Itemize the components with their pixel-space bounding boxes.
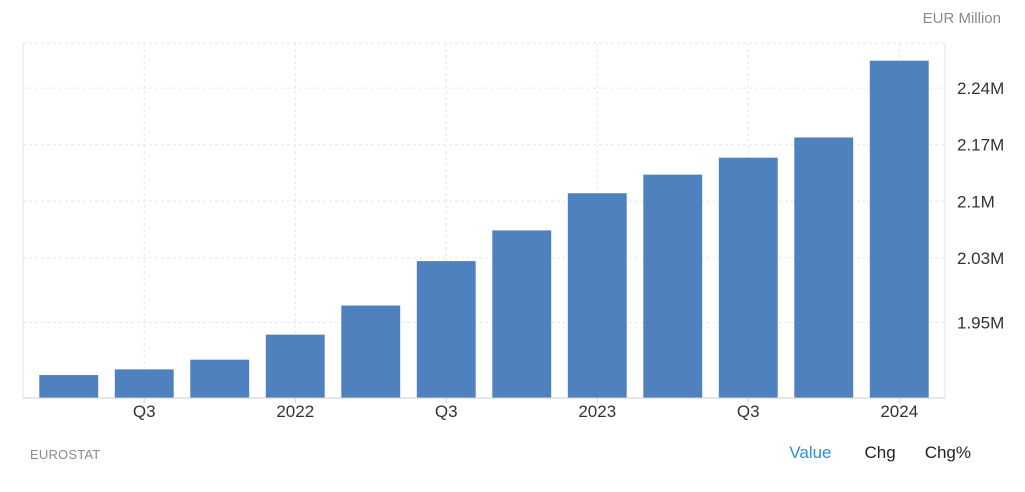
bar[interactable] [114, 369, 174, 398]
bar[interactable] [718, 157, 778, 398]
x-tick-label: Q3 [737, 402, 760, 421]
unit-label: EUR Million [922, 10, 1001, 27]
x-tick-label: 2024 [880, 402, 918, 421]
tab-chg-percent[interactable]: Chg% [924, 443, 971, 462]
bar[interactable] [567, 193, 627, 398]
x-tick-label: Q3 [133, 402, 156, 421]
x-tick-label: 2023 [578, 402, 616, 421]
bar[interactable] [190, 359, 250, 398]
bar[interactable] [643, 174, 703, 398]
bar[interactable] [869, 60, 929, 398]
bar[interactable] [265, 334, 325, 398]
y-tick-label: 1.95M [957, 314, 1004, 333]
x-tick-label: Q3 [435, 402, 458, 421]
bar[interactable] [794, 137, 854, 398]
source-label: EUROSTAT [30, 447, 101, 462]
tab-chg[interactable]: Chg [864, 443, 896, 462]
bar[interactable] [39, 375, 99, 398]
x-tick-label: 2022 [276, 402, 314, 421]
bar[interactable] [341, 305, 401, 398]
tab-value[interactable]: Value [789, 443, 832, 462]
bar-chart: 1.95M 2.03M 2.1M 2.17M 2.24M Q3 2022 Q3 2023 Q3 2… [22, 42, 1004, 421]
x-axis-ticks: Q3 2022 Q3 2023 Q3 2024 [133, 398, 918, 421]
y-tick-label: 2.17M [957, 136, 1004, 155]
y-axis-ticks: 1.95M 2.03M 2.1M 2.17M 2.24M [957, 79, 1004, 332]
y-tick-label: 2.24M [957, 79, 1004, 98]
y-tick-label: 2.1M [957, 192, 995, 211]
view-tabs: Value Chg Chg% [789, 443, 971, 463]
bars [39, 60, 929, 398]
y-tick-label: 2.03M [957, 249, 1004, 268]
bar[interactable] [416, 261, 476, 398]
axes [22, 43, 946, 399]
bar[interactable] [492, 230, 552, 398]
